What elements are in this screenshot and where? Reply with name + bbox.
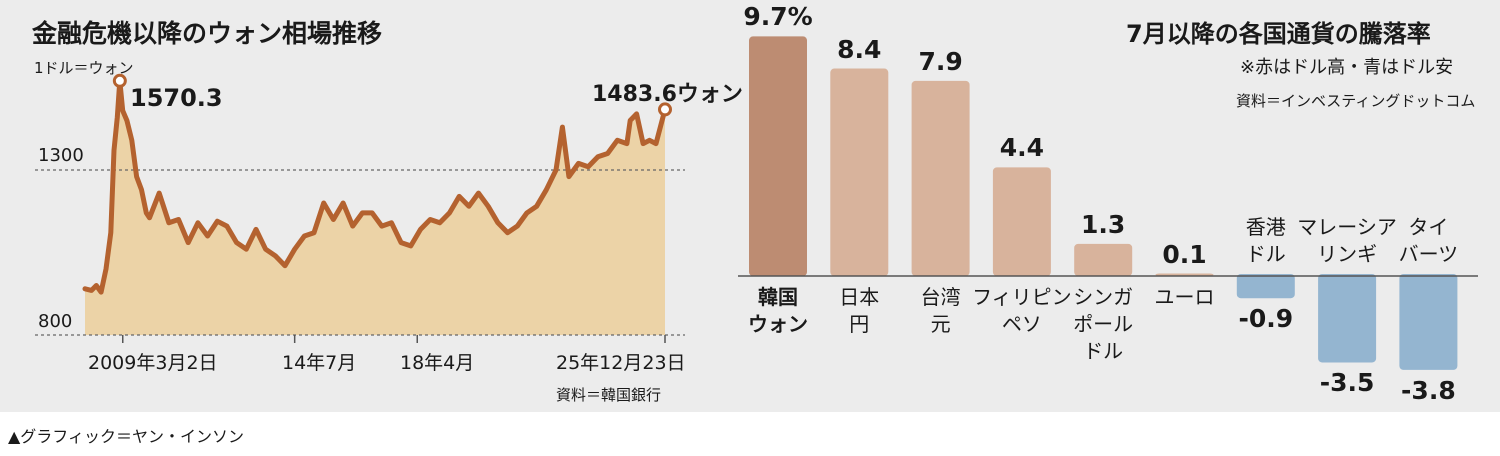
bar-category-label-4: シンガ ポール ドル: [1073, 285, 1134, 363]
x-tick-label-2025: 25年12月23日: [556, 352, 686, 374]
bar-category-label-3: フィリピン ペソ: [972, 285, 1072, 336]
bar-8: [1399, 274, 1458, 370]
bar-category-label-8: タイ バーツ: [1398, 215, 1459, 266]
bars-group: [749, 36, 1458, 370]
bar-value-label-5: 0.1: [1162, 239, 1207, 269]
y-tick-1300: 1300: [38, 145, 84, 166]
peak-value-label: 1570.3: [130, 84, 223, 112]
x-tick-label-2014: 14年7月: [282, 352, 357, 374]
bar-category-label-2: 台湾元: [920, 285, 961, 336]
right-chart-title: 7月以降の各国通貨の騰落率: [1126, 20, 1431, 48]
bar-category-label-7: マレーシア リンギ: [1297, 215, 1397, 266]
right-bar-chart: [738, 36, 1478, 370]
end-value-label: 1483.6ウォン: [592, 82, 743, 107]
bar-category-label-6: 香港 ドル: [1245, 215, 1286, 266]
end-marker: [658, 102, 672, 117]
x-tick-label-2009: 2009年3月2日: [88, 352, 218, 374]
bar-category-label-0: 韓国 ウォン: [748, 285, 808, 336]
bar-3: [992, 167, 1051, 276]
right-chart-note: ※赤はドル高・青はドル安: [1240, 57, 1454, 78]
bar-4: [1074, 243, 1133, 276]
right-chart-source: 資料＝インベスティングドットコム: [1236, 92, 1476, 110]
x-axis-ticks: [121, 335, 666, 343]
chart-canvas: [35, 36, 1478, 370]
bar-value-label-4: 1.3: [1081, 209, 1126, 239]
bar-value-label-7: -3.5: [1319, 368, 1375, 398]
left-line-chart: [35, 73, 685, 343]
exchange-rate-area: [85, 80, 665, 335]
bar-0: [749, 36, 807, 276]
peak-marker: [112, 73, 127, 88]
bar-value-label-2: 7.9: [918, 46, 963, 76]
bar-value-label-1: 8.4: [837, 34, 882, 64]
bar-6: [1236, 274, 1295, 299]
bar-2: [911, 80, 970, 277]
left-chart-source: 資料＝韓国銀行: [556, 386, 662, 404]
bar-1: [830, 68, 889, 277]
x-tick-label-2018: 18年4月: [400, 352, 475, 374]
graphic-credit: ▲グラフィック＝ヤン・インソン: [8, 427, 244, 446]
y-tick-800: 800: [38, 311, 73, 332]
left-chart-title: 金融危機以降のウォン相場推移: [32, 19, 383, 48]
bar-category-label-5: ユーロ: [1154, 285, 1215, 309]
bar-value-label-6: -0.9: [1238, 304, 1294, 334]
left-chart-unit: 1ドル＝ウォン: [34, 59, 134, 77]
bar-value-label-3: 4.4: [999, 133, 1045, 163]
exchange-rate-line: [82, 78, 668, 295]
bar-value-label-8: -3.8: [1401, 375, 1456, 405]
bar-7: [1318, 274, 1377, 363]
bar-value-label-0: 9.7%: [743, 2, 813, 32]
bar-category-label-1: 日本円: [839, 285, 880, 336]
